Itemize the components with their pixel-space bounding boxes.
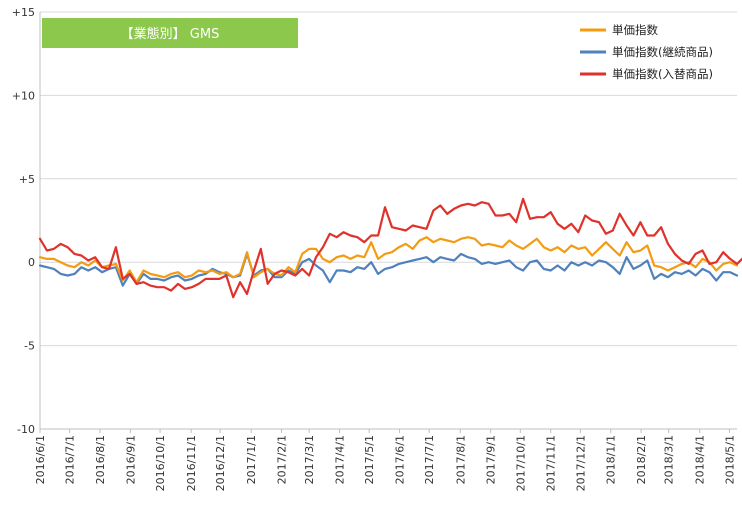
series-line-1 (38, 252, 739, 287)
y-tick-label: 0 (28, 256, 35, 269)
x-tick-label: 2018/1/1 (605, 435, 618, 484)
axes (39, 12, 737, 430)
y-tick-label: +5 (19, 173, 35, 186)
y-tick-label: -10 (17, 423, 35, 436)
chart-title: 【業態別】 GMS (121, 26, 220, 42)
title-background (42, 18, 298, 48)
legend-label: 単価指数(入替商品) (612, 67, 713, 81)
x-tick-label: 2016/7/1 (64, 435, 77, 484)
x-tick-labels: 2016/6/1 2016/7/1 2016/8/1 2016/9/1 2016/10/… (34, 429, 736, 491)
legend-label: 単価指数(継続商品) (612, 45, 713, 59)
y-tick-label: +10 (12, 89, 35, 102)
series-line-2 (38, 197, 742, 299)
y-tick-labels: +15 +10 +5 0 -5 -10 (12, 6, 35, 436)
chart-title-box: 【業態別】 GMS (42, 18, 298, 48)
x-tick-label: 2016/11/1 (185, 435, 198, 491)
x-tick-label: 2017/2/1 (276, 435, 289, 484)
x-tick-label: 2016/8/1 (94, 435, 107, 484)
x-tick-label: 2017/3/1 (303, 435, 316, 484)
x-tick-label: 2017/7/1 (423, 435, 436, 484)
x-tick-label: 2017/9/1 (485, 435, 498, 484)
series-lines (38, 197, 742, 299)
y-tick-label: -5 (24, 340, 35, 353)
x-tick-label: 2018/2/1 (635, 435, 648, 484)
x-tick-label: 2017/10/1 (514, 435, 527, 491)
x-tick-label: 2018/3/1 (663, 435, 676, 484)
x-tick-label: 2017/8/1 (454, 435, 467, 484)
legend-label: 単価指数 (612, 23, 658, 37)
x-tick-label: 2017/11/1 (545, 435, 558, 491)
x-tick-label: 2016/9/1 (124, 435, 137, 484)
x-tick-label: 2017/6/1 (394, 435, 407, 484)
x-tick-label: 2016/6/1 (34, 435, 47, 484)
x-tick-label: 2018/5/1 (723, 435, 736, 484)
x-tick-label: 2017/4/1 (334, 435, 347, 484)
x-tick-label: 2016/12/1 (214, 435, 227, 491)
x-tick-label: 2016/10/1 (154, 435, 167, 491)
x-tick-label: 2017/12/1 (574, 435, 587, 491)
x-tick-label: 2017/5/1 (363, 435, 376, 484)
y-tick-label: +15 (12, 6, 35, 19)
series-line-0 (38, 236, 739, 284)
x-tick-label: 2017/1/1 (245, 435, 258, 484)
x-tick-label: 2018/4/1 (694, 435, 707, 484)
